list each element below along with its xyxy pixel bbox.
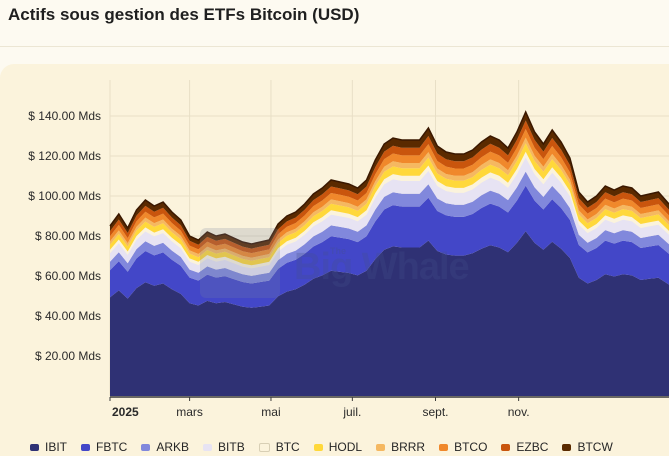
legend-label: ARKB bbox=[156, 440, 190, 454]
legend-item-hodl[interactable]: HODL bbox=[313, 440, 363, 454]
chart-title: Actifs sous gestion des ETFs Bitcoin (US… bbox=[8, 5, 360, 24]
y-tick-label: $ 80.00 Mds bbox=[35, 229, 101, 243]
legend-item-arkb[interactable]: ARKB bbox=[141, 440, 189, 454]
legend-item-brrr[interactable]: BRRR bbox=[376, 440, 425, 454]
area-ibit bbox=[110, 231, 669, 396]
legend-label: BRRR bbox=[391, 440, 426, 454]
x-tick-label: mars bbox=[176, 405, 203, 419]
x-tick-label: sept. bbox=[422, 405, 448, 419]
legend-label: BTC bbox=[275, 440, 300, 454]
x-tick-label: mai bbox=[261, 405, 280, 419]
y-tick-label: $ 140.00 Mds bbox=[28, 109, 101, 123]
legend-item-btc[interactable]: BTC bbox=[258, 440, 300, 454]
watermark-prefix: The bbox=[330, 246, 347, 256]
chart-legend: IBIT FBTC ARKB BITB BTC HODL BRRR BTCO EZBC BTCW bbox=[30, 439, 627, 455]
legend-label: BTCW bbox=[577, 440, 613, 454]
legend-swatch bbox=[376, 443, 386, 451]
legend-item-ezbc[interactable]: EZBC bbox=[501, 440, 548, 454]
x-tick-label: juil. bbox=[342, 405, 361, 419]
area-fbtc bbox=[110, 185, 669, 308]
x-tick-label: 2025 bbox=[112, 405, 139, 419]
y-tick-label: $ 20.00 Mds bbox=[35, 349, 101, 363]
y-tick-label: $ 60.00 Mds bbox=[35, 269, 101, 283]
legend-item-btcw[interactable]: BTCW bbox=[562, 440, 613, 454]
legend-swatch bbox=[203, 443, 213, 451]
legend-label: BTCO bbox=[454, 440, 488, 454]
legend-swatch bbox=[562, 443, 572, 451]
x-tick-label: nov. bbox=[508, 405, 530, 419]
legend-swatch bbox=[81, 443, 91, 451]
legend-item-btco[interactable]: BTCO bbox=[439, 440, 487, 454]
legend-label: IBIT bbox=[45, 440, 68, 454]
legend-swatch bbox=[439, 443, 449, 451]
legend-swatch bbox=[313, 443, 323, 451]
legend-label: BITB bbox=[218, 440, 245, 454]
legend-swatch bbox=[501, 443, 511, 451]
y-tick-label: $ 40.00 Mds bbox=[35, 309, 101, 323]
legend-item-fbtc[interactable]: FBTC bbox=[81, 440, 127, 454]
legend-swatch bbox=[30, 443, 39, 451]
total-outline bbox=[109, 110, 669, 245]
legend-label: HODL bbox=[328, 440, 363, 454]
title-separator bbox=[0, 46, 669, 47]
y-tick-label: $ 100.00 Mds bbox=[28, 189, 101, 203]
legend-swatch bbox=[141, 443, 151, 451]
y-tick-label: $ 120.00 Mds bbox=[28, 149, 101, 163]
legend-item-bitb[interactable]: BITB bbox=[203, 440, 245, 454]
legend-label: EZBC bbox=[516, 440, 549, 454]
legend-label: FBTC bbox=[96, 440, 128, 454]
legend-swatch bbox=[258, 442, 270, 452]
legend-item-ibit[interactable]: IBIT bbox=[30, 440, 67, 454]
